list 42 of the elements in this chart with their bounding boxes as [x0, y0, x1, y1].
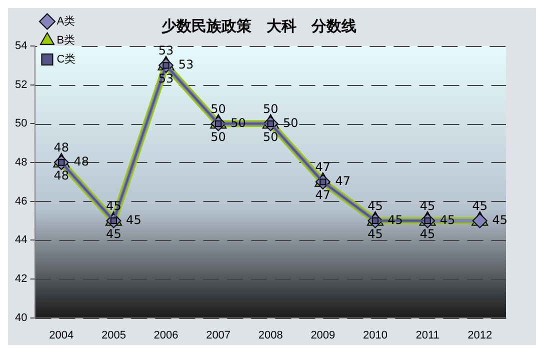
data-label: 48	[74, 154, 90, 169]
x-tick-label: 2008	[258, 329, 283, 342]
y-tick-label: 48	[14, 156, 28, 169]
data-label: 53	[158, 44, 174, 58]
data-label: 45	[368, 226, 383, 241]
x-tick-label: 2011	[416, 329, 440, 342]
data-label: 45	[420, 198, 436, 213]
data-label: 45	[106, 226, 122, 241]
y-tick-label: 50	[14, 118, 28, 130]
data-label: 50	[210, 102, 226, 116]
y-tick-label: 40	[14, 312, 28, 324]
x-tick-label: 2009	[310, 329, 336, 342]
data-label: 50	[282, 116, 298, 130]
x-tick-label: 2006	[154, 329, 178, 342]
y-tick-label: 54	[14, 40, 28, 52]
x-tick-label: 2005	[101, 329, 126, 342]
y-tick-label: 42	[14, 273, 28, 286]
x-tick-label: 2010	[362, 329, 388, 342]
data-label: 50	[262, 102, 278, 116]
data-label: 47	[315, 160, 331, 174]
y-tick-label: 44	[14, 234, 28, 246]
data-label: 50	[262, 130, 278, 144]
data-label: 53	[178, 58, 194, 72]
data-label: 45	[368, 198, 383, 213]
y-tick-label: 52	[14, 78, 28, 91]
data-label: 47	[315, 188, 331, 202]
y-tick-label: 46	[14, 195, 28, 208]
x-tick-label: 2004	[49, 329, 74, 342]
chart-title: 少数民族政策 大科 分数线	[162, 16, 356, 35]
legend-label: A类	[56, 14, 76, 28]
legend-label: B类	[56, 34, 76, 47]
x-tick-label: 2007	[206, 329, 231, 342]
data-label: 48	[54, 140, 70, 155]
data-label: 47	[335, 174, 351, 188]
data-label: 48	[54, 168, 70, 183]
data-label: 45	[492, 212, 508, 227]
legend-label: C类	[56, 52, 76, 66]
data-label: 45	[472, 198, 488, 213]
x-tick-label: 2012	[468, 329, 492, 342]
data-label: 45	[126, 212, 142, 227]
data-label: 50	[210, 130, 226, 144]
data-label: 45	[420, 226, 436, 241]
